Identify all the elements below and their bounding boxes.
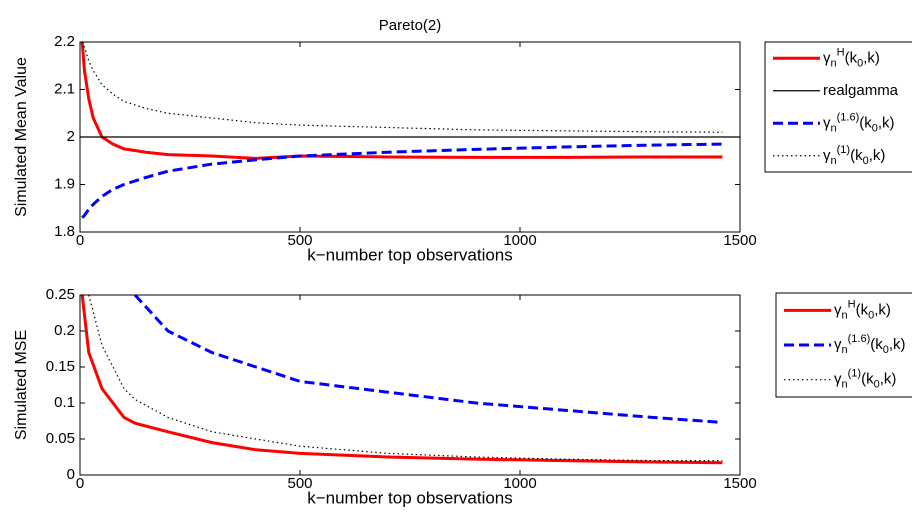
y-tick-label: 0.05 xyxy=(46,430,75,447)
x-tick-label: 0 xyxy=(76,475,84,492)
legend-label: realgamma xyxy=(823,82,899,99)
y-tick-label: 0 xyxy=(67,466,75,483)
y-axis-label: Simulated Mean Value xyxy=(13,57,30,217)
y-tick-label: 2.2 xyxy=(54,33,75,50)
legend-label: γn​(1.6)​(k0​,k) xyxy=(834,333,906,356)
legend: γn​H​(k0​,k) γn​(1.6)​(k0​,k) γn​(1)​(k0​,… xyxy=(775,292,912,398)
y-tick-label: 0.25 xyxy=(46,286,75,303)
plot-area xyxy=(80,295,740,475)
series-line xyxy=(81,42,723,133)
legend-box xyxy=(764,41,912,173)
y-axis-label: Simulated MSE xyxy=(13,330,30,440)
legend: γn​H​(k0​,k) realgamma γn​(1.6)​(k0​,k) γn​… xyxy=(764,41,912,173)
lines xyxy=(80,42,740,219)
x-tick-label: 0 xyxy=(76,232,84,249)
y-tick-label: 2 xyxy=(67,128,75,145)
y-tick-label: 2.1 xyxy=(54,80,75,97)
x-tick-label: 1500 xyxy=(723,475,756,492)
x-tick-label: 1000 xyxy=(503,475,536,492)
subplot: Pareto(2) k−number top observations Simula… xyxy=(13,17,912,264)
legend-label: γn​H​(k0​,k) xyxy=(834,298,891,321)
axes-frame xyxy=(79,294,741,476)
x-tick-label: 1500 xyxy=(723,232,756,249)
lines xyxy=(80,295,723,465)
series-line xyxy=(80,295,723,465)
subplot: k−number top observations Simulated MSE 0 5… xyxy=(13,286,912,507)
y-tick-label: 1.8 xyxy=(54,223,75,240)
legend-label: γn​H​(k0​,k) xyxy=(823,46,880,69)
series-line xyxy=(81,142,723,219)
x-tick-label: 500 xyxy=(287,475,312,492)
y-tick-label: 1.9 xyxy=(54,175,75,192)
x-axis-label: k−number top observations xyxy=(307,488,513,507)
chart-title: Pareto(2) xyxy=(379,17,442,34)
legend-label: γn​(1.6)​(k0​,k) xyxy=(823,111,895,134)
x-tick-label: 500 xyxy=(287,232,312,249)
series-line xyxy=(88,295,723,462)
series-line xyxy=(80,42,723,160)
y-tick-label: 0.15 xyxy=(46,358,75,375)
legend-label: γn​(1)​(k0​,k) xyxy=(834,368,896,391)
x-tick-label: 1000 xyxy=(503,232,536,249)
axes-frame xyxy=(79,41,741,233)
x-axis-label: k−number top observations xyxy=(307,245,513,264)
y-tick-label: 0.1 xyxy=(54,394,75,411)
y-tick-label: 0.2 xyxy=(54,322,75,339)
series-line xyxy=(133,295,723,424)
legend-label: γn​(1)​(k0​,k) xyxy=(823,144,885,167)
